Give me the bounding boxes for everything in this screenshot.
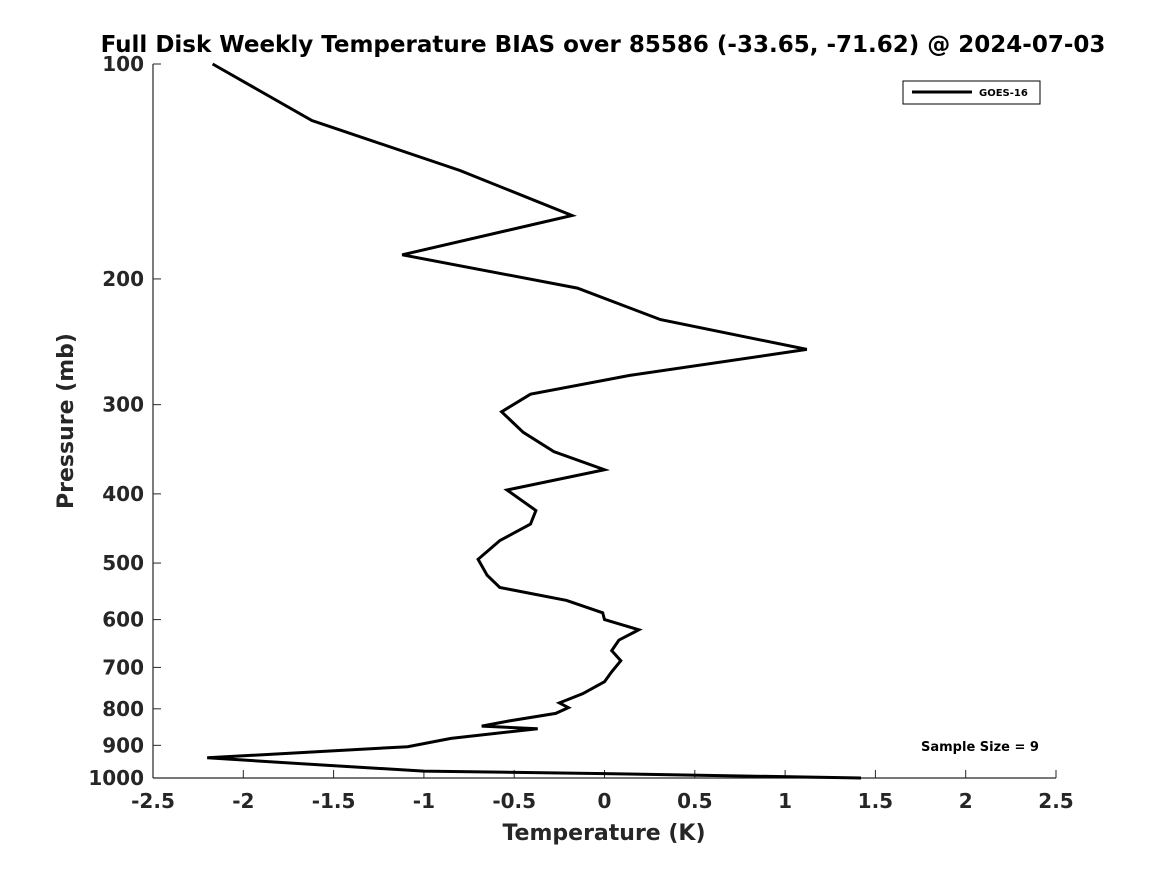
y-tick-label: 400 <box>102 482 144 506</box>
y-tick-label: 200 <box>102 267 144 291</box>
x-tick-label: 2 <box>959 789 973 813</box>
x-tick-label: -0.5 <box>492 789 536 813</box>
y-tick-label: 700 <box>102 655 144 679</box>
sample-size-annotation: Sample Size = 9 <box>921 740 1039 755</box>
legend: GOES-16 <box>902 80 1041 105</box>
chart-title: Full Disk Weekly Temperature BIAS over 8… <box>101 32 1106 58</box>
x-tick-label: 1 <box>778 789 792 813</box>
series-line-goes-16 <box>207 62 862 780</box>
y-tick-label: 600 <box>102 608 144 632</box>
x-ticks: -2.5 -2 -1.5 -1 -0.5 0 0.5 1 1.5 2 2.5 <box>131 770 1074 813</box>
x-tick-label: 1.5 <box>858 789 893 813</box>
x-tick-label: 0.5 <box>677 789 712 813</box>
y-tick-label: 300 <box>102 393 144 417</box>
y-tick-label: 800 <box>102 697 144 721</box>
legend-label-goes-16: GOES-16 <box>979 88 1028 99</box>
y-tick-label: 500 <box>102 551 144 575</box>
x-axis-label: Temperature (K) <box>502 821 705 846</box>
y-ticks: 100 200 300 400 500 600 700 800 900 1000 <box>88 52 161 790</box>
x-tick-label: 0 <box>598 789 612 813</box>
x-tick-label: -1.5 <box>312 789 356 813</box>
y-tick-label: 100 <box>102 52 144 76</box>
y-tick-label: 900 <box>102 733 144 757</box>
x-tick-label: -1 <box>413 789 435 813</box>
y-axis-label: Pressure (mb) <box>54 333 79 509</box>
y-tick-label: 1000 <box>88 766 144 790</box>
plot-axes <box>152 64 1056 779</box>
x-tick-label: -2 <box>232 789 254 813</box>
x-tick-label: 2.5 <box>1038 789 1073 813</box>
x-tick-label: -2.5 <box>131 789 175 813</box>
